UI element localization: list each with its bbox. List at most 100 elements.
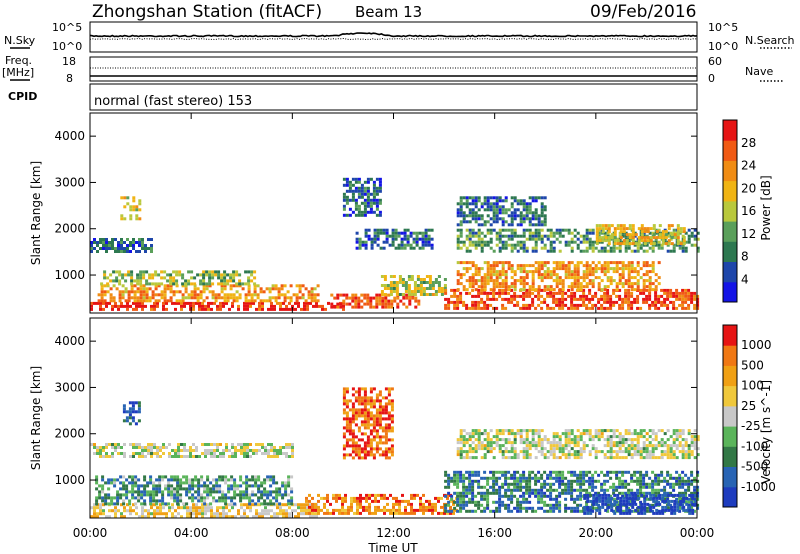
velocity-cell [110, 496, 114, 500]
power-cell [136, 296, 140, 300]
velocity-cell [543, 509, 547, 513]
power-cell [105, 238, 108, 241]
power-cell [202, 282, 206, 286]
power-cell [663, 291, 667, 295]
power-cell [138, 217, 142, 221]
velocity-cell [279, 506, 282, 510]
velocity-cell [621, 473, 625, 477]
power-cell [474, 282, 478, 286]
power-cell [480, 223, 484, 227]
power-cell [126, 301, 129, 305]
velocity-cell [495, 429, 499, 433]
velocity-cell [507, 509, 511, 513]
power-cell [414, 299, 418, 303]
velocity-cell [125, 493, 129, 497]
velocity-cell [384, 423, 388, 427]
power-ytick-label: 1000 [54, 268, 85, 282]
power-cell [244, 282, 248, 286]
power-cell [621, 234, 625, 238]
velocity-cell [477, 485, 481, 489]
power-cell [663, 297, 667, 301]
velocity-cell [583, 493, 587, 497]
velocity-cell [149, 475, 153, 479]
velocity-cell [558, 485, 562, 489]
power-cell [270, 304, 273, 308]
velocity-cell [501, 500, 505, 504]
velocity-cell [161, 478, 165, 482]
power-cell [595, 233, 599, 237]
velocity-cell [643, 505, 647, 509]
power-cell [190, 290, 194, 294]
velocity-cell [281, 481, 285, 485]
power-cell [126, 250, 129, 253]
power-cell [498, 285, 502, 289]
power-cell [549, 270, 553, 274]
power-cell [492, 249, 496, 253]
power-cell [537, 196, 541, 200]
power-cell [283, 293, 287, 297]
velocity-cell [186, 512, 189, 516]
velocity-cell [375, 441, 379, 445]
power-cell [363, 204, 367, 208]
velocity-cell [369, 399, 373, 403]
velocity-cell [323, 496, 326, 500]
power-cell [540, 273, 544, 277]
velocity-cell [468, 476, 472, 480]
power-cell [675, 243, 679, 247]
power-cell [391, 234, 395, 238]
velocity-cell [359, 511, 362, 515]
power-cell [492, 297, 496, 301]
velocity-cell [465, 456, 469, 460]
velocity-cell [167, 493, 171, 497]
velocity-cell [215, 481, 219, 485]
power-cell [513, 234, 517, 238]
power-cell [459, 220, 463, 224]
velocity-cell [480, 447, 484, 451]
power-cell [676, 239, 680, 243]
velocity-cell [660, 470, 664, 474]
velocity-cell [263, 481, 267, 485]
velocity-cell [353, 496, 356, 500]
power-cell [114, 238, 117, 241]
velocity-cell [141, 509, 144, 513]
power-cell [504, 288, 508, 292]
power-cell [657, 246, 661, 250]
velocity-cell [675, 497, 679, 501]
power-cell [682, 242, 686, 246]
power-cell [480, 237, 484, 241]
power-cell [267, 307, 270, 311]
power-cell [177, 301, 180, 305]
velocity-cell [120, 512, 123, 516]
power-cell [561, 297, 565, 301]
velocity-cell [628, 502, 632, 506]
power-cell [379, 246, 383, 250]
velocity-cell [477, 429, 481, 433]
power-cell [606, 297, 610, 301]
power-cell [384, 302, 388, 306]
velocity-cell [276, 506, 279, 510]
velocity-cell [537, 435, 541, 439]
power-cell [570, 249, 574, 253]
power-cell [537, 220, 541, 224]
power-cell [380, 284, 384, 287]
velocity-cell [669, 485, 673, 489]
velocity-cell [357, 387, 361, 391]
power-cell [531, 297, 535, 301]
velocity-cell [363, 408, 367, 412]
power-cell [522, 208, 526, 212]
power-cell [392, 281, 396, 284]
power-cell [181, 276, 185, 280]
velocity-cell [345, 420, 349, 424]
power-cell [495, 261, 499, 265]
power-cell [591, 246, 595, 250]
velocity-cell [344, 499, 347, 503]
power-cell [504, 211, 508, 215]
velocity-cell [146, 490, 150, 494]
velocity-cell [320, 508, 323, 512]
power-cell [387, 299, 391, 303]
power-cell [148, 276, 152, 280]
power-cell [495, 276, 499, 280]
velocity-cell [651, 503, 655, 507]
power-cell [459, 223, 463, 227]
velocity-cell [627, 470, 631, 474]
